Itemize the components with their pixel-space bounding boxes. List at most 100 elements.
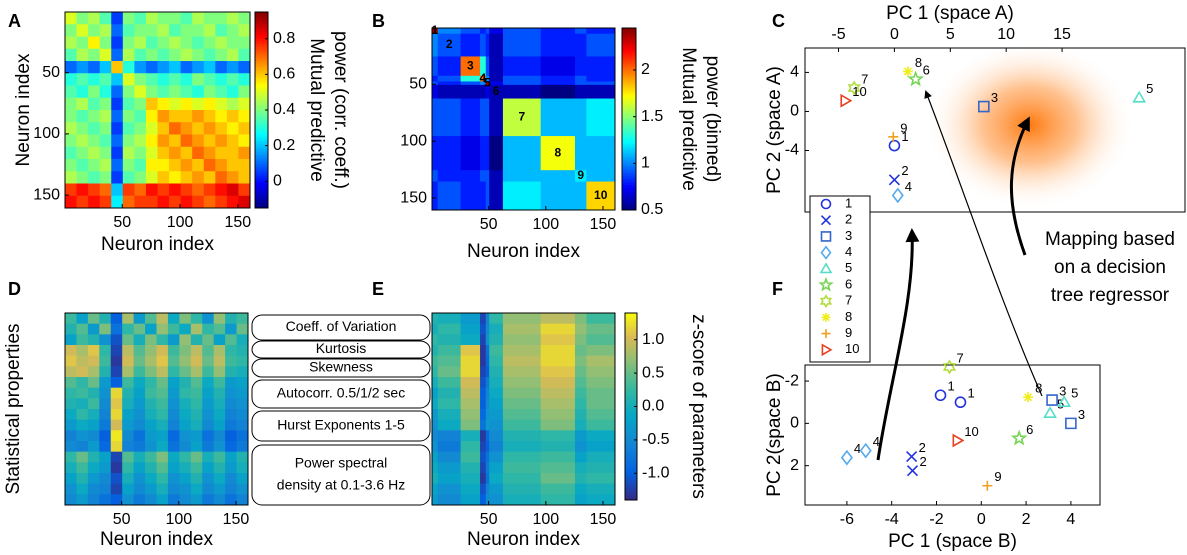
heatmap-cell <box>122 377 135 389</box>
colorbar-step <box>625 485 637 489</box>
heatmap-cell <box>226 24 239 37</box>
heatmap-cell <box>485 409 490 421</box>
heatmap-cell <box>215 24 228 37</box>
heatmap-cell <box>169 85 182 99</box>
point-label: 2 <box>920 454 927 469</box>
point <box>954 396 967 408</box>
colorbar-step <box>255 95 268 99</box>
heatmap-cell <box>432 81 439 86</box>
colorbar-step <box>622 203 636 206</box>
colorbar-step <box>255 83 268 86</box>
heatmap-cell <box>489 75 504 82</box>
colorbar-step <box>625 397 637 400</box>
heatmap-cell <box>489 56 504 77</box>
heatmap-cell <box>192 134 205 148</box>
colorbar-step <box>622 71 636 74</box>
heatmap-cell <box>99 85 112 99</box>
heatmap-cell <box>145 48 158 62</box>
colorbar-step <box>625 418 637 422</box>
heatmap-cell <box>215 159 228 172</box>
colorbar-step <box>255 14 268 18</box>
heatmap-cell <box>145 462 157 474</box>
colorbar-step <box>255 87 268 91</box>
heatmap-cell <box>133 366 146 378</box>
heatmap-cell <box>87 430 100 442</box>
heatmap-cell <box>202 494 215 506</box>
plot-frame <box>64 312 249 506</box>
colorbar-step <box>625 436 637 440</box>
heatmap-cell <box>88 122 101 135</box>
colorbar-step <box>622 107 636 111</box>
point <box>840 449 853 466</box>
colorbar-step <box>255 107 268 111</box>
heatmap-cell <box>574 419 587 431</box>
heatmap-cell <box>480 334 487 346</box>
heatmap-cell <box>437 483 461 495</box>
heatmap-cell <box>485 28 490 35</box>
colorbar-step <box>625 385 637 389</box>
colorbar-step <box>625 476 637 480</box>
heatmap-cell <box>180 195 193 209</box>
x-tick-label: 5 <box>946 26 955 43</box>
heatmap-cell <box>432 409 439 421</box>
point-label: 7 <box>861 71 868 86</box>
colorbar-step <box>622 28 636 31</box>
point <box>840 93 853 108</box>
heatmap-cell <box>167 419 180 431</box>
heatmap-cell <box>134 36 147 50</box>
legend-marker <box>818 276 834 292</box>
point-label: 3 <box>991 90 998 105</box>
heatmap-cell <box>190 451 203 463</box>
colorbar-step <box>622 200 636 204</box>
heatmap-cell <box>480 84 487 99</box>
panel-letter: A <box>8 11 21 31</box>
heatmap-cell <box>502 98 542 137</box>
heatmap-cell <box>65 334 77 346</box>
property-box <box>251 340 431 359</box>
heatmap-cell <box>156 462 169 474</box>
point-label: 2 <box>919 440 926 455</box>
colorbar-step <box>255 24 268 28</box>
heatmap-cell <box>202 377 215 389</box>
colorbar-step <box>622 89 636 93</box>
point <box>1132 90 1147 103</box>
heatmap-cell <box>437 313 461 325</box>
heatmap-cell <box>111 122 124 135</box>
heatmap-cell <box>190 441 203 453</box>
heatmap-cell <box>485 494 490 506</box>
heatmap-cell <box>122 183 135 197</box>
heatmap-cell <box>586 136 616 171</box>
colorbar-step <box>625 350 637 354</box>
heatmap-cell <box>460 409 481 421</box>
property-box <box>251 314 431 341</box>
colorbar-step <box>255 16 268 20</box>
heatmap-cell <box>432 84 439 99</box>
colorbar-step <box>625 317 637 321</box>
heatmap-cell <box>502 313 542 325</box>
colorbar-tick-label: -0.5 <box>642 431 670 448</box>
heatmap-cell <box>76 430 89 442</box>
heatmap-cell <box>180 36 193 50</box>
colorbar-step <box>622 96 636 100</box>
heatmap-cell <box>489 377 504 389</box>
heatmap-cell <box>133 483 146 495</box>
heatmap-cell <box>238 159 251 172</box>
heatmap-cell <box>122 36 135 50</box>
heatmap-cell <box>238 85 251 99</box>
heatmap-cell <box>87 377 100 389</box>
heatmap-cell <box>460 170 481 182</box>
colorbar-step <box>622 157 636 161</box>
heatmap-cell <box>574 377 587 389</box>
heatmap-cell <box>65 36 77 50</box>
x-tick-label: 0 <box>977 511 986 528</box>
colorbar-step <box>625 373 637 377</box>
colorbar-step <box>622 66 636 70</box>
colorbar-step <box>622 166 636 170</box>
heatmap-cell <box>226 159 239 172</box>
point <box>907 70 924 87</box>
cluster-label: 3 <box>467 58 474 72</box>
heatmap-cell <box>76 85 89 99</box>
colorbar-step <box>255 122 268 126</box>
heatmap-cell <box>202 483 215 495</box>
